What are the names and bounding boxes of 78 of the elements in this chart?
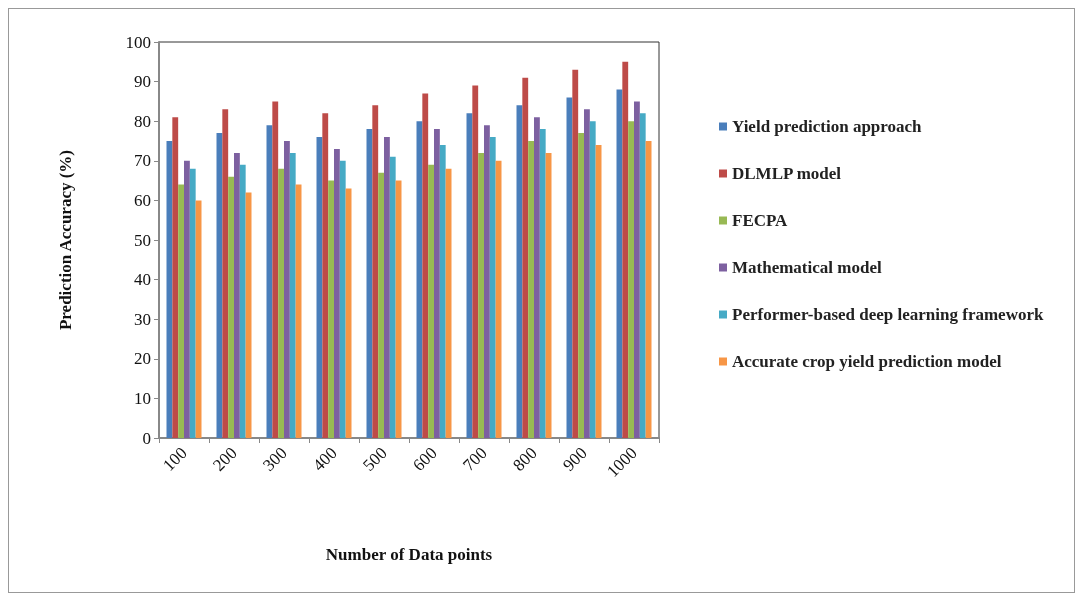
bar <box>195 200 202 438</box>
y-tick-label: 90 <box>134 72 151 92</box>
x-tick-label: 400 <box>309 443 341 475</box>
bar <box>378 172 384 438</box>
x-tick-label: 200 <box>209 443 241 475</box>
bar <box>522 77 529 438</box>
bar <box>239 164 246 438</box>
x-axis-title: Number of Data points <box>325 545 493 564</box>
bar <box>422 93 429 438</box>
bar <box>328 180 334 438</box>
bar <box>228 176 234 438</box>
bar <box>234 152 240 438</box>
bar <box>289 152 296 438</box>
bar <box>584 109 590 438</box>
bar <box>478 152 484 438</box>
x-tick-label: 800 <box>509 443 541 475</box>
bar <box>222 109 229 438</box>
bar <box>495 160 502 438</box>
x-tick-label: 900 <box>559 443 591 475</box>
bar <box>372 105 379 438</box>
x-tick-label: 600 <box>409 443 441 475</box>
bar <box>189 168 196 438</box>
y-tick-label: 30 <box>134 309 151 329</box>
bar <box>272 101 279 438</box>
bar <box>545 152 552 438</box>
y-tick-label: 70 <box>134 151 151 171</box>
bar <box>445 168 452 438</box>
x-tick-label: 300 <box>259 443 291 475</box>
bar <box>572 69 579 438</box>
bar <box>428 164 434 438</box>
bar <box>628 121 634 438</box>
bar <box>295 184 302 438</box>
bar <box>439 144 446 438</box>
y-axis-title: Prediction Accuracy (%) <box>56 149 75 331</box>
legend-label: Yield prediction approach <box>732 117 923 136</box>
bar <box>389 156 396 438</box>
y-tick-label: 20 <box>134 349 151 369</box>
bar <box>384 137 390 438</box>
bar <box>645 141 652 438</box>
y-tick-label: 10 <box>134 388 151 408</box>
bar <box>534 117 540 438</box>
y-tick-label: 0 <box>142 428 151 448</box>
legend-label: Mathematical model <box>732 258 882 277</box>
bar <box>172 117 179 438</box>
bar <box>622 61 629 438</box>
bar <box>345 188 352 438</box>
y-tick-label: 100 <box>125 32 151 52</box>
bar <box>395 180 402 438</box>
bar <box>278 168 284 438</box>
bar <box>434 129 440 438</box>
x-tick-label: 700 <box>459 443 491 475</box>
bar <box>245 192 252 438</box>
bar <box>489 137 496 438</box>
bar <box>589 121 596 438</box>
y-tick-label: 80 <box>134 111 151 131</box>
bar <box>595 144 602 438</box>
x-tick-label: 100 <box>159 443 191 475</box>
x-tick-label: 500 <box>359 443 391 475</box>
bar <box>178 184 184 438</box>
bar <box>184 160 190 438</box>
bar <box>539 129 546 438</box>
bar <box>484 125 490 438</box>
bar <box>334 148 340 438</box>
legend-label: Accurate crop yield prediction model <box>732 352 1002 371</box>
legend-label: Performer-based deep learning framework <box>732 305 1044 324</box>
legend-label: DLMLP model <box>732 164 842 183</box>
bar <box>634 101 640 438</box>
y-tick-label: 50 <box>134 230 151 250</box>
bar <box>472 85 479 438</box>
bar <box>578 133 584 438</box>
bar <box>284 141 290 438</box>
y-tick-label: 40 <box>134 270 151 290</box>
bar <box>322 113 329 438</box>
legend-label: FECPA <box>732 211 789 230</box>
bar <box>639 113 646 438</box>
bar <box>339 160 346 438</box>
y-tick-label: 60 <box>134 190 151 210</box>
bar <box>528 141 534 438</box>
